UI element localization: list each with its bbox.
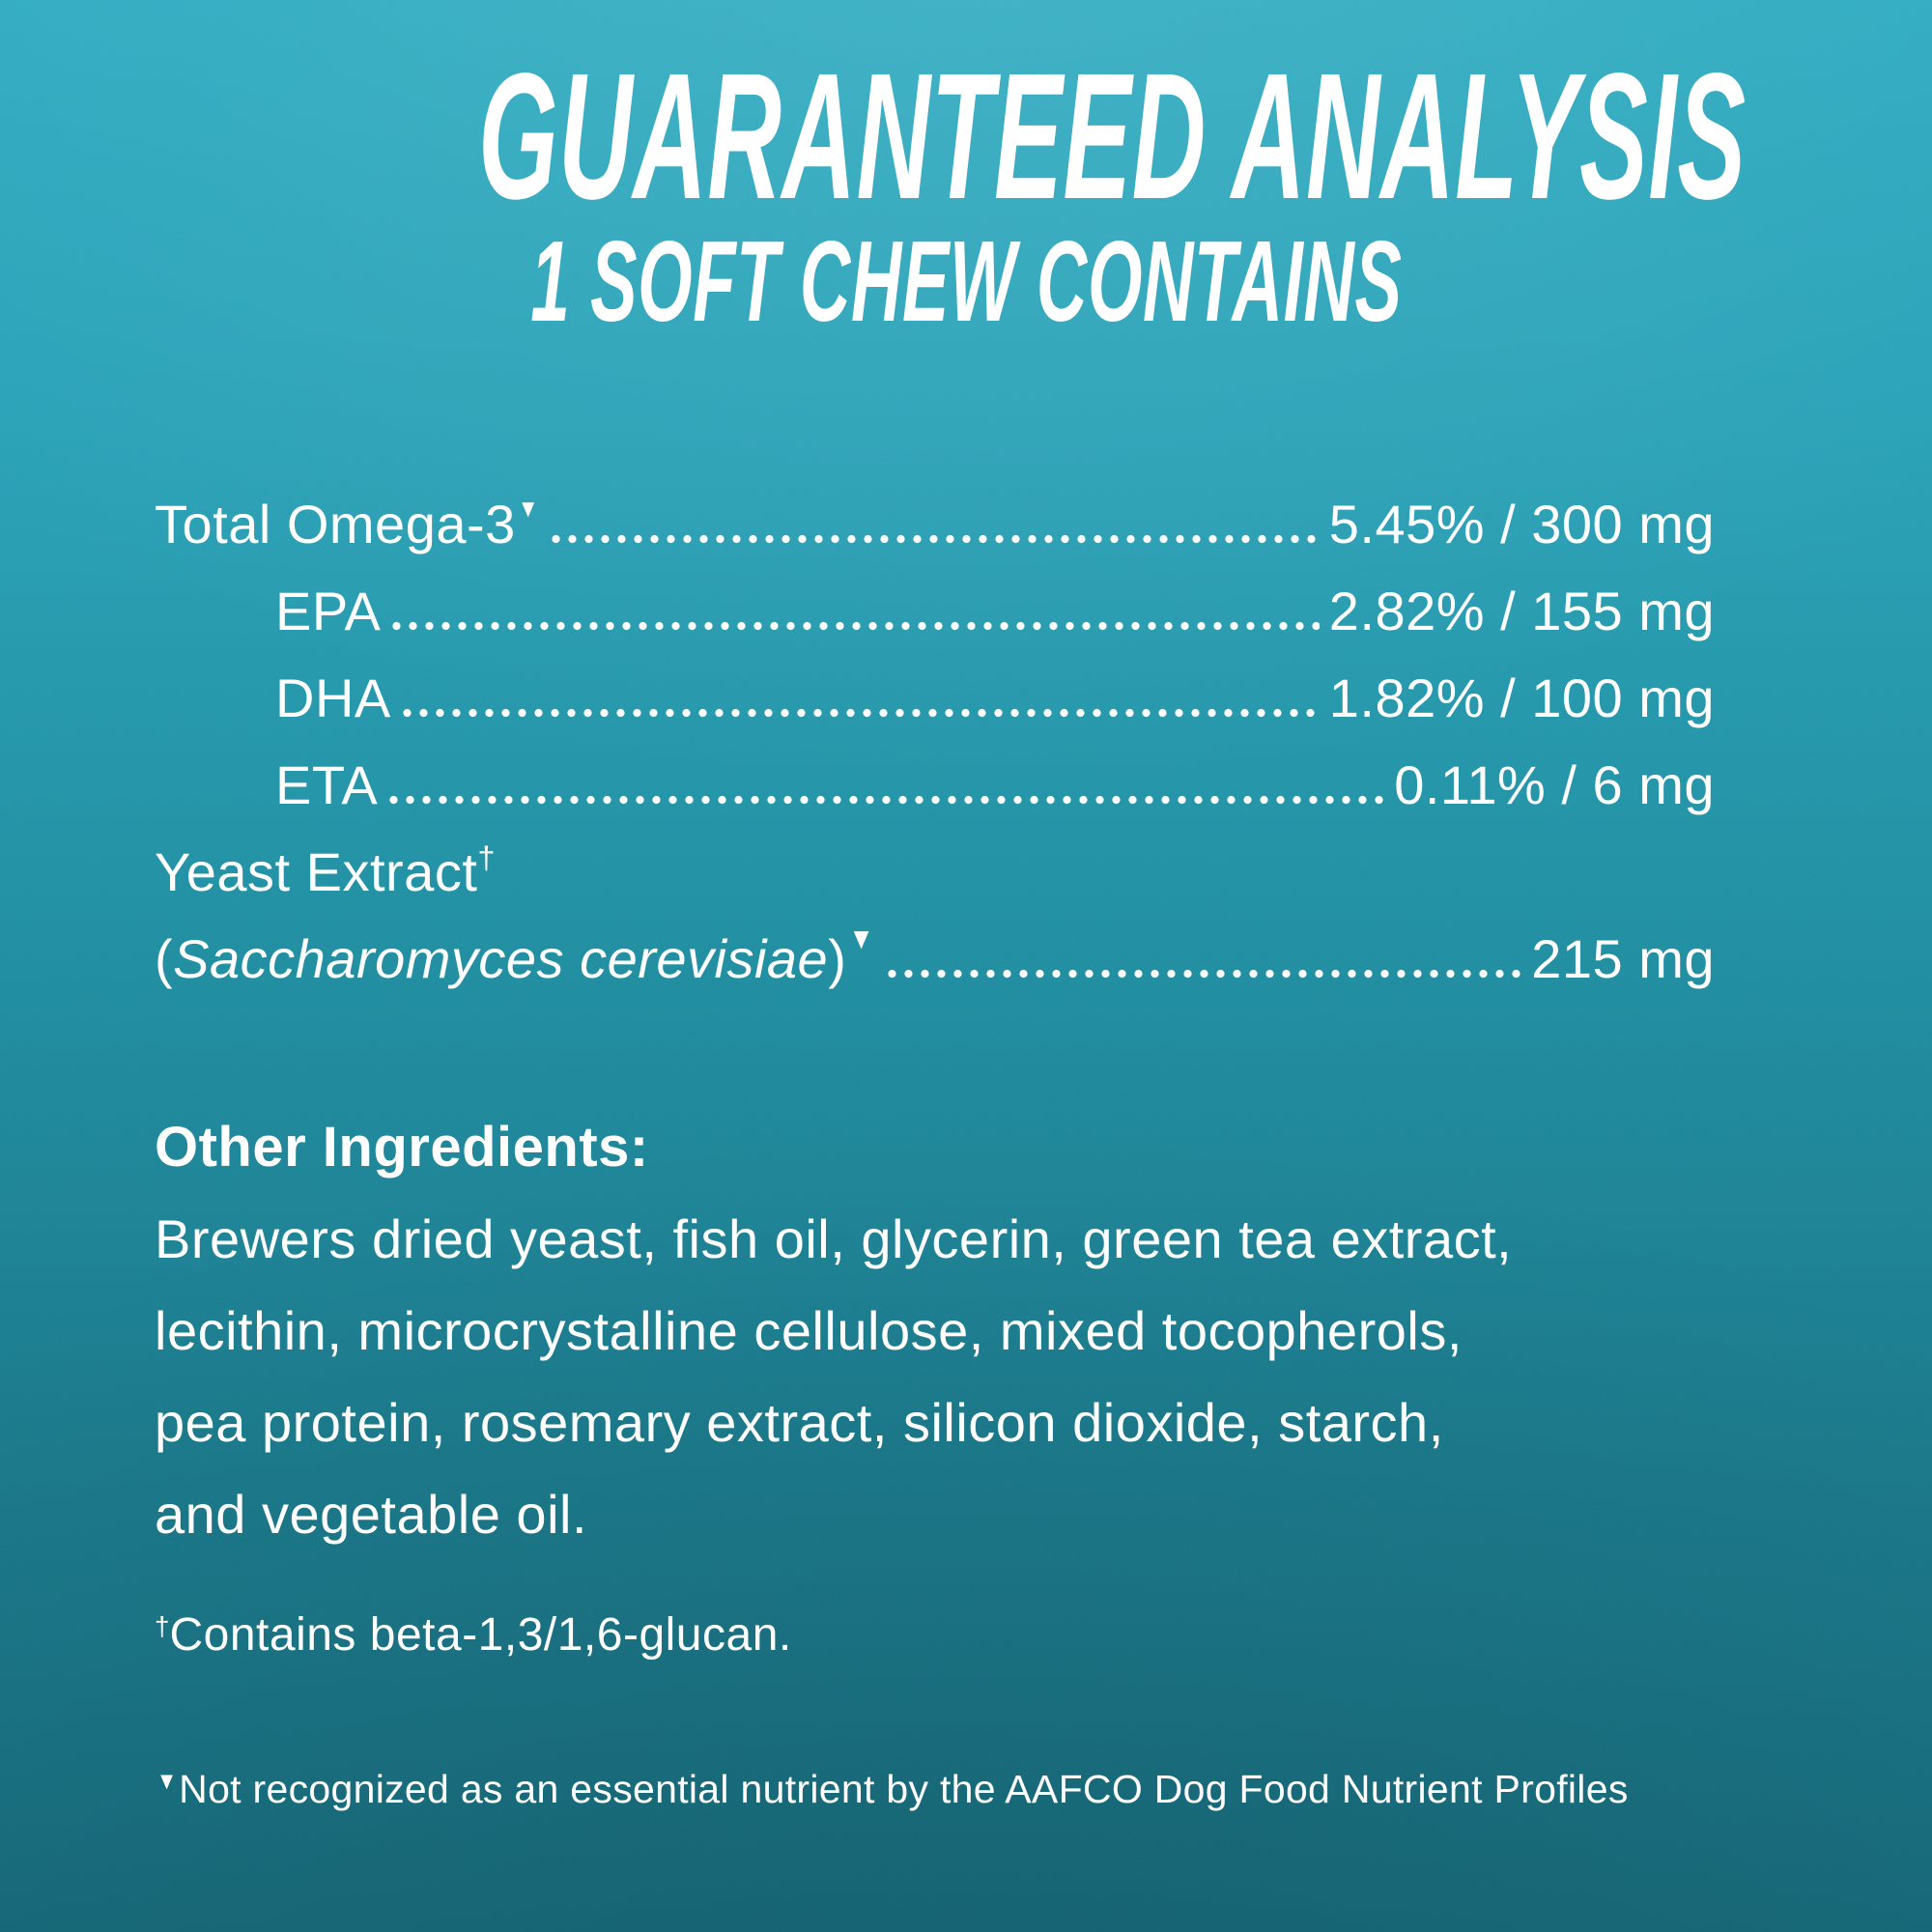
aafco-footnote: ▼Not recognized as an essential nutrient… [155,1766,1816,1818]
leader-dots [548,534,1320,544]
header: GUARANTEED ANALYSIS 1 SOFT CHEW CONTAINS [0,37,1932,346]
guaranteed-analysis-title: GUARANTEED ANALYSIS [478,37,1747,237]
analysis-row-epa: EPA 2.82% / 155 mg [155,568,1715,655]
down-triangle-marker: ▼ [517,495,539,523]
row-value: 0.11% / 6 mg [1394,754,1715,815]
leader-dots [388,621,1320,631]
other-ingredients-heading: Other Ingredients: [155,1116,649,1179]
row-value: 2.82% / 155 mg [1328,581,1715,641]
other-ingredients-section: Other Ingredients: Brewers dried yeast, … [155,1101,1777,1670]
analysis-row-total-omega3: Total Omega-3▼ 5.45% / 300 mg [155,481,1715,568]
ingredients-line: pea protein, rosemary extract, silicon d… [155,1392,1444,1453]
analysis-row-eta: ETA 0.11% / 6 mg [155,742,1715,829]
row-label: (Saccharomyces cerevisiae)▼ [155,916,876,1003]
leader-dots [884,969,1522,979]
analysis-row-yeast-extract: Yeast Extract† [155,829,1715,916]
row-label: Yeast Extract† [155,839,496,902]
analysis-row-saccharomyces: (Saccharomyces cerevisiae)▼ 215 mg [155,916,1715,1003]
dagger-marker: † [477,839,496,875]
analysis-table: Total Omega-3▼ 5.45% / 300 mg EPA 2.82% … [155,481,1715,1003]
leader-dots [398,708,1320,718]
row-label: EPA [275,581,382,641]
down-triangle-marker: ▼ [848,922,875,956]
leader-dots [385,795,1385,805]
row-value: 215 mg [1531,928,1715,989]
row-value: 1.82% / 100 mg [1328,668,1715,728]
row-value: 5.45% / 300 mg [1328,494,1715,554]
ingredients-line: lecithin, microcrystalline cellulose, mi… [155,1300,1463,1361]
row-label: DHA [275,668,391,728]
ingredients-line: and vegetable oil. [155,1484,588,1545]
ingredients-line: Brewers dried yeast, fish oil, glycerin,… [155,1208,1513,1269]
analysis-row-dha: DHA 1.82% / 100 mg [155,655,1715,742]
dagger-marker: † [155,1610,170,1641]
row-label: Total Omega-3▼ [155,481,540,568]
row-label: ETA [275,754,379,815]
soft-chew-subtitle: 1 SOFT CHEW CONTAINS [529,216,1403,346]
species-name: Saccharomyces cerevisiae [173,928,829,989]
down-triangle-marker: ▼ [156,1768,178,1796]
contains-note: †Contains beta-1,3/1,6-glucan. [155,1609,792,1661]
